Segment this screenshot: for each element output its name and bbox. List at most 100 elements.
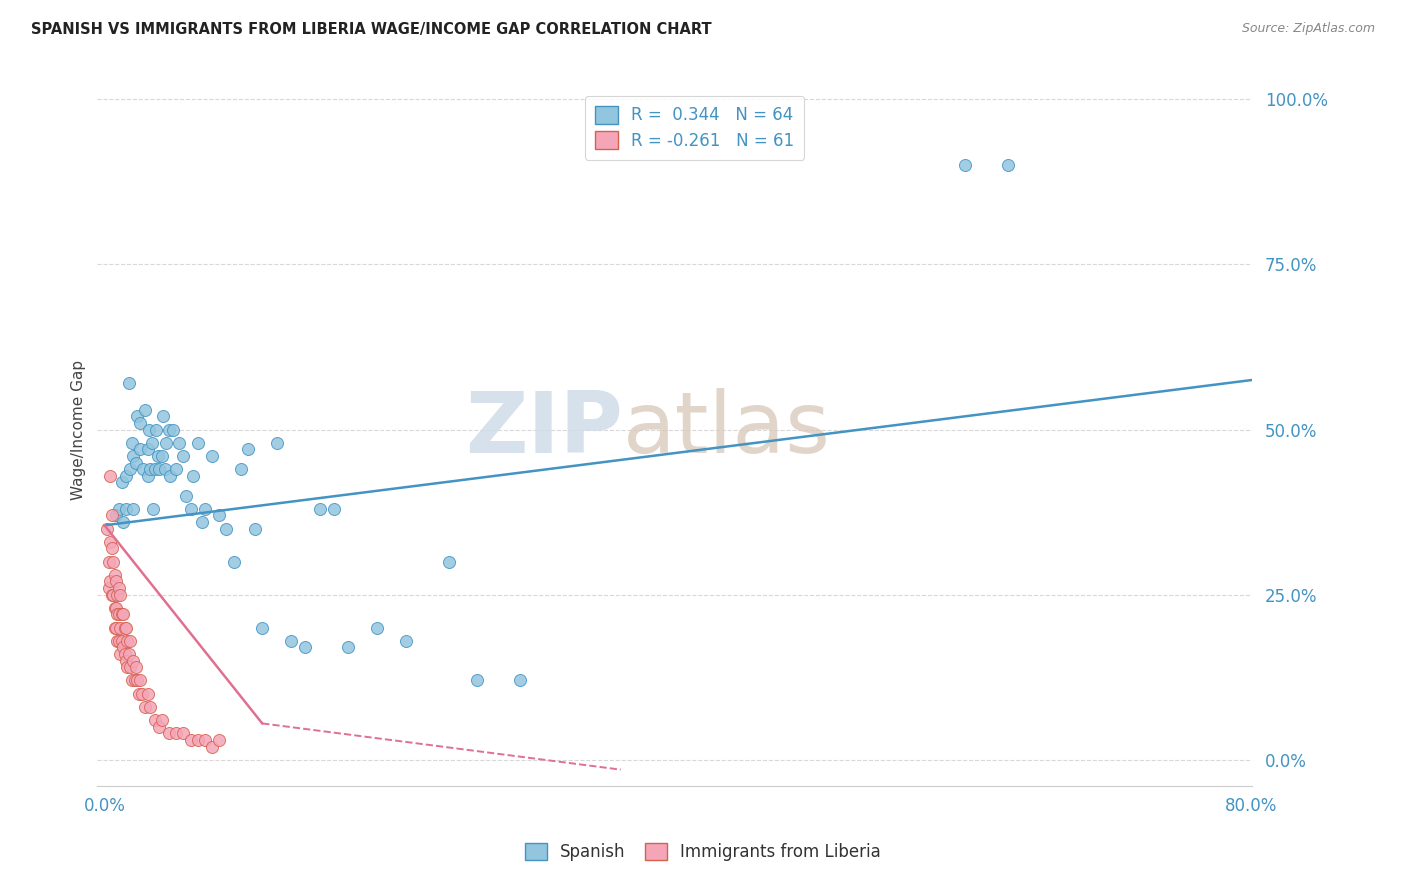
Point [157,726,180,740]
Point [96,522,118,536]
Point [122,501,145,516]
Text: atlas: atlas [623,388,831,471]
Point [394,633,416,648]
Point [112,515,135,529]
Point [124,673,146,688]
Point [134,402,156,417]
Point [115,621,138,635]
Point [150,449,173,463]
Point [97,581,120,595]
Point [148,462,170,476]
Point [136,687,159,701]
Point [104,600,127,615]
Point [191,515,214,529]
Point [111,475,134,490]
Point [180,501,202,516]
Point [997,158,1019,172]
Point [201,449,224,463]
Point [104,574,127,589]
Point [120,660,142,674]
Point [208,733,231,747]
Point [136,442,159,457]
Point [165,462,187,476]
Point [120,462,142,476]
Point [165,726,187,740]
Point [308,501,330,516]
Point [108,607,131,622]
Point [187,435,209,450]
Point [139,462,162,476]
Point [125,660,148,674]
Point [100,508,122,523]
Point [110,588,132,602]
Point [194,733,217,747]
Point [157,423,180,437]
Point [117,660,139,674]
Point [136,468,159,483]
Point [509,673,531,688]
Point [108,633,131,648]
Point [953,158,976,172]
Point [129,442,152,457]
Point [266,435,288,450]
Point [107,633,129,648]
Point [104,621,127,635]
Point [122,654,145,668]
Point [153,462,176,476]
Point [120,633,142,648]
Point [222,555,245,569]
Point [152,409,174,424]
Point [103,621,125,635]
Point [129,673,152,688]
Point [252,621,274,635]
Point [465,673,488,688]
Point [114,621,136,635]
Point [150,713,173,727]
Point [208,508,231,523]
Point [117,633,139,648]
Point [125,456,148,470]
Point [115,468,138,483]
Point [127,409,149,424]
Point [112,607,135,622]
Point [194,501,217,516]
Point [215,522,238,536]
Point [107,607,129,622]
Point [280,633,302,648]
Point [100,588,122,602]
Point [172,449,194,463]
Point [172,726,194,740]
Point [121,435,143,450]
Point [103,567,125,582]
Point [322,501,344,516]
Point [437,555,460,569]
Point [243,522,266,536]
Point [111,633,134,648]
Point [174,489,197,503]
Legend: R =  0.344   N = 64, R = -0.261   N = 61: R = 0.344 N = 64, R = -0.261 N = 61 [585,95,804,160]
Point [141,435,163,450]
Point [101,555,124,569]
Point [128,687,150,701]
Point [167,435,190,450]
Point [229,462,252,476]
Point [187,733,209,747]
Point [121,673,143,688]
Point [134,699,156,714]
Point [108,501,131,516]
Point [115,654,138,668]
Point [100,541,122,556]
Point [143,713,166,727]
Point [366,621,388,635]
Point [138,423,160,437]
Text: SPANISH VS IMMIGRANTS FROM LIBERIA WAGE/INCOME GAP CORRELATION CHART: SPANISH VS IMMIGRANTS FROM LIBERIA WAGE/… [31,22,711,37]
Point [183,468,205,483]
Point [155,435,177,450]
Point [143,462,166,476]
Point [104,508,127,523]
Point [107,588,129,602]
Point [112,640,135,655]
Point [131,687,153,701]
Point [162,423,184,437]
Point [122,449,145,463]
